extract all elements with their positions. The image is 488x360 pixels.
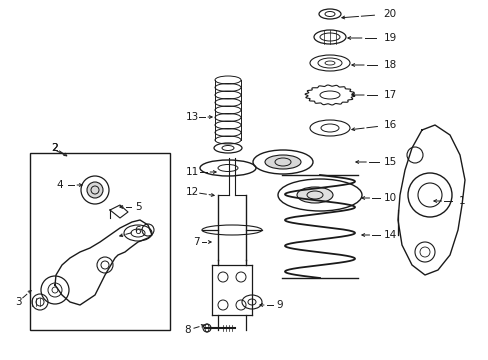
Bar: [30, 153, 170, 330]
Text: 8: 8: [184, 325, 191, 335]
Text: 1: 1: [458, 196, 465, 206]
Text: 17: 17: [383, 90, 396, 100]
Text: 9: 9: [276, 300, 283, 310]
Text: 3: 3: [15, 297, 21, 307]
Text: 15: 15: [383, 157, 396, 167]
Text: 13: 13: [185, 112, 198, 122]
Text: 10: 10: [383, 193, 396, 203]
Text: 2: 2: [52, 143, 58, 153]
Text: 14: 14: [383, 230, 396, 240]
Text: 2: 2: [51, 143, 59, 153]
Circle shape: [87, 182, 103, 198]
Text: 19: 19: [383, 33, 396, 43]
Ellipse shape: [264, 155, 301, 169]
Text: 20: 20: [383, 9, 396, 19]
Text: 11: 11: [185, 167, 198, 177]
Text: 6: 6: [134, 226, 141, 236]
Text: 12: 12: [185, 187, 198, 197]
Text: 7: 7: [192, 237, 199, 247]
Text: 4: 4: [57, 180, 63, 190]
Text: 18: 18: [383, 60, 396, 70]
Text: 16: 16: [383, 120, 396, 130]
Text: 5: 5: [134, 202, 141, 212]
Ellipse shape: [296, 187, 332, 203]
